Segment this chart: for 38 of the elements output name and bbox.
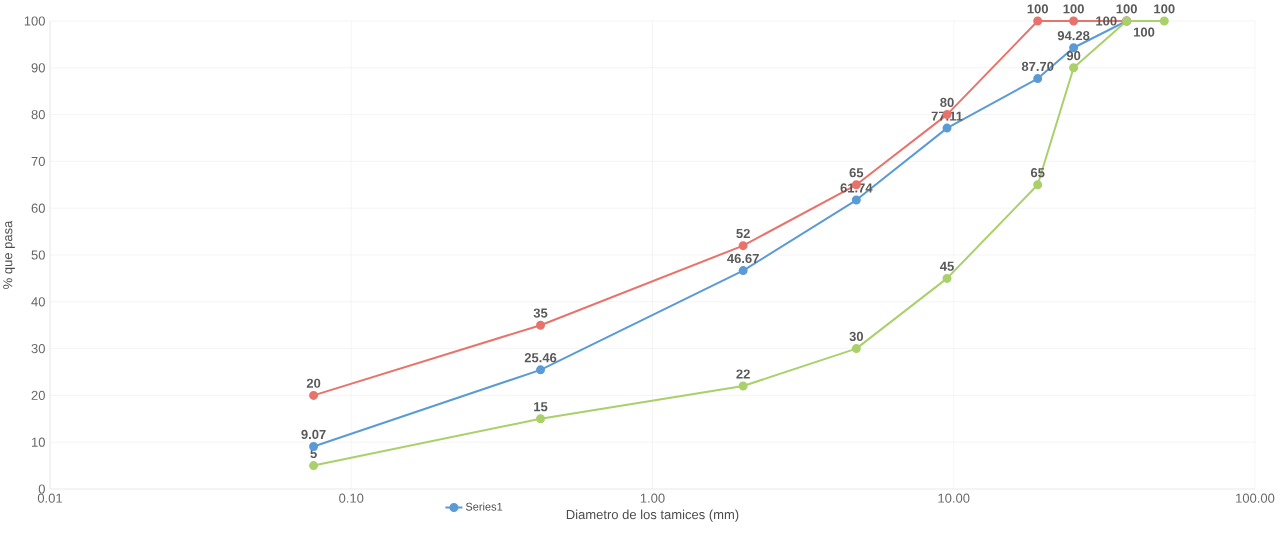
data-label: 30: [849, 331, 864, 342]
x-tick-label: 0.01: [37, 493, 62, 503]
y-tick-label: 40: [31, 297, 45, 307]
data-label: 90: [1066, 51, 1081, 61]
x-tick-label: 1.00: [640, 493, 665, 503]
data-label: 65: [849, 168, 864, 178]
data-label: 52: [736, 228, 750, 239]
data-label: 20: [306, 378, 321, 388]
y-tick-label: 50: [31, 250, 45, 260]
data-label: 100: [1133, 27, 1155, 37]
y-tick-label: 60: [31, 203, 45, 213]
y-axis-title: % que pasa: [3, 220, 15, 289]
y-tick-label: 80: [31, 109, 45, 120]
data-label: 94.28: [1057, 31, 1090, 41]
x-tick-label: 0.10: [339, 493, 364, 503]
x-tick-label: 100.00: [1236, 493, 1275, 503]
data-label: 22: [736, 369, 750, 379]
legend-label: Series1: [465, 502, 503, 511]
data-label: 15: [534, 402, 548, 412]
data-label: 100: [1154, 4, 1175, 14]
data-label: 100: [1027, 4, 1048, 14]
y-tick-label: 0: [38, 484, 45, 494]
x-tick-label: 10.00: [938, 493, 970, 503]
y-tick-label: 90: [31, 63, 45, 73]
data-label: 45: [939, 261, 954, 271]
data-label: 9.07: [301, 429, 326, 440]
data-label: 35: [533, 308, 548, 318]
data-label: 100: [1063, 4, 1084, 14]
data-label: 100: [1116, 4, 1137, 14]
data-label: 80: [940, 97, 954, 108]
y-tick-label: 10: [31, 437, 45, 447]
y-tick-label: 70: [31, 156, 45, 166]
y-tick-label: 20: [31, 390, 45, 400]
data-label: 25.46: [524, 353, 557, 363]
data-label: 46.67: [727, 253, 759, 264]
x-axis-title: Diametro de los tamices (mm): [566, 509, 739, 522]
y-tick-label: 30: [31, 344, 45, 354]
y-tick-label: 100: [24, 16, 45, 26]
